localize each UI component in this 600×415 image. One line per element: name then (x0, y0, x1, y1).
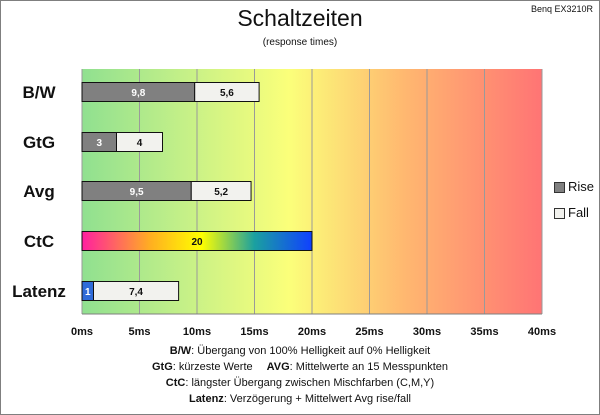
data-label-rise: 1 (85, 287, 91, 298)
x-tick-label: 35ms (470, 326, 498, 338)
category-label: CtC (24, 232, 54, 251)
legend-item-fall: Fall (554, 205, 589, 221)
legend-label-rise: Rise (568, 179, 595, 194)
x-tick-label: 40ms (528, 326, 556, 338)
x-tick-label: 20ms (298, 326, 326, 338)
footnote-bw: B/W: Übergang von 100% Helligkeit auf 0%… (169, 345, 431, 357)
data-label-fall: 7,4 (129, 287, 143, 298)
legend-swatch-fall (554, 208, 565, 220)
x-tick-label: 10ms (183, 326, 211, 338)
footnote-latenz: Latenz: Verzögerung + Mittelwert Avg ris… (188, 393, 412, 405)
category-label: GtG (23, 133, 55, 152)
bar-fall (116, 132, 163, 152)
data-label-fall: 5,2 (214, 187, 228, 198)
category-label: B/W (22, 83, 56, 102)
x-tick-label: 5ms (128, 326, 150, 338)
footnote-gtg-avg: GtG: kürzeste Werte AVG: Mittelwerte an 1… (151, 361, 449, 373)
x-tick-label: 30ms (413, 326, 441, 338)
data-label-rise: 3 (96, 138, 102, 149)
footnotes: B/W: Übergang von 100% Helligkeit auf 0%… (1, 343, 599, 407)
data-label-rise: 20 (191, 237, 203, 248)
x-tick-label: 0ms (71, 326, 93, 338)
legend-label-fall: Fall (568, 205, 589, 220)
data-label-rise: 9,8 (131, 88, 145, 99)
bar-rise (81, 231, 313, 251)
bar-fall (190, 181, 252, 201)
response-time-chart: 0ms 5ms 10ms 15ms 20ms 25ms 30ms 35ms 40ms B/W Gt… (12, 69, 556, 338)
category-label: Latenz (12, 282, 66, 301)
data-label-fall: 5,6 (220, 88, 234, 99)
data-label-rise: 9,5 (130, 187, 144, 198)
monitor-model-label: Benq EX3210R (530, 4, 593, 14)
data-label-fall: 4 (137, 138, 143, 149)
bar-fall (194, 82, 260, 102)
footnote-ctc: CtC: längster Übergang zwischen Mischfar… (165, 377, 435, 389)
chart-subtitle: (response times) (262, 37, 338, 48)
x-tick-label: 25ms (355, 326, 383, 338)
x-tick-label: 15ms (240, 326, 268, 338)
legend-swatch-rise (554, 182, 565, 194)
legend-item-rise: Rise (554, 179, 594, 195)
chart-title: Schaltzeiten (237, 5, 363, 31)
category-label: Avg (23, 182, 55, 201)
bar-fall (93, 281, 180, 301)
